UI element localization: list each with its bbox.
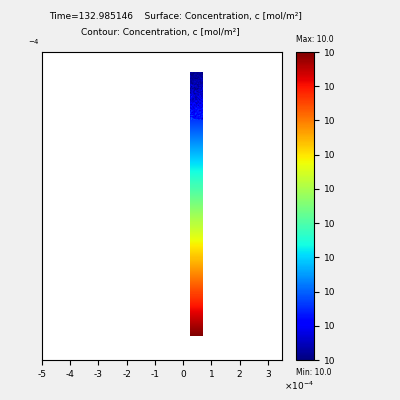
Text: Min: 10.0: Min: 10.0 (296, 368, 332, 377)
Text: ${}^{-4}$: ${}^{-4}$ (28, 39, 40, 49)
Text: $\times10^{-4}$: $\times10^{-4}$ (284, 380, 314, 392)
Text: Max: 10.0: Max: 10.0 (296, 35, 334, 44)
Text: Contour: Concentration, c [mol/m²]: Contour: Concentration, c [mol/m²] (81, 28, 239, 37)
Text: Time=132.985146    Surface: Concentration, c [mol/m²]: Time=132.985146 Surface: Concentration, … (50, 12, 302, 21)
